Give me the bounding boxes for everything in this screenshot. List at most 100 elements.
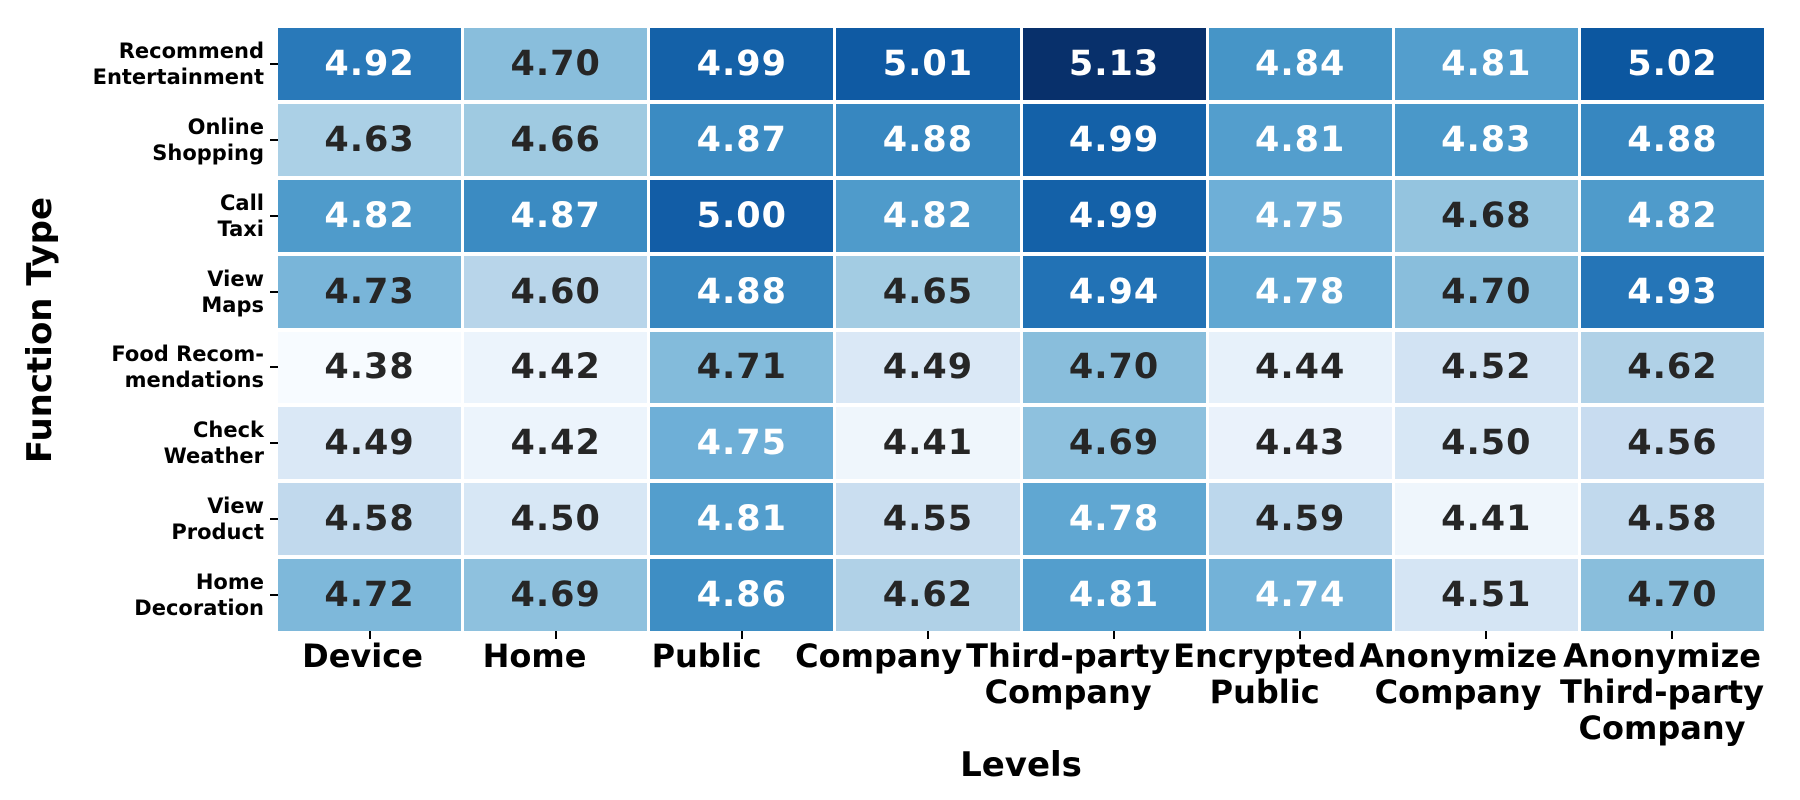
heatmap-cell: 4.38 xyxy=(278,331,462,404)
cell-value: 4.75 xyxy=(1255,195,1346,236)
y-tick-label: Call Taxi xyxy=(0,180,264,252)
cell-value: 4.66 xyxy=(510,119,601,160)
y-tick-label-line: View xyxy=(207,494,264,519)
cell-value: 4.42 xyxy=(510,347,601,388)
heatmap-cell: 4.75 xyxy=(650,407,834,480)
y-tick-mark xyxy=(270,442,278,445)
heatmap-cell: 4.81 xyxy=(1394,28,1578,100)
cell-value: 4.68 xyxy=(1441,195,1532,236)
x-tick-label: Company xyxy=(794,638,963,746)
heatmap-cell: 4.94 xyxy=(1022,255,1206,328)
cell-value: 4.59 xyxy=(1255,499,1346,540)
x-tick-label-line: Public xyxy=(651,637,762,675)
heatmap-cell: 4.70 xyxy=(1394,255,1578,328)
cell-value: 4.49 xyxy=(324,423,415,464)
y-tick-labels: Recommend Entertainment Online Shopping Call… xyxy=(0,28,264,631)
x-tick-slot xyxy=(1581,631,1764,640)
y-tick-label-line: Taxi xyxy=(217,216,264,241)
x-axis-label: Levels xyxy=(960,745,1082,785)
heatmap-cell: 4.88 xyxy=(1580,103,1764,176)
cell-value: 4.58 xyxy=(1627,499,1718,540)
cell-value: 4.52 xyxy=(1441,347,1532,388)
heatmap-cell: 4.87 xyxy=(650,103,834,176)
x-tick-label: Encrypted Public xyxy=(1173,638,1356,746)
x-tick-slot xyxy=(464,631,647,640)
cell-value: 4.69 xyxy=(1068,423,1160,464)
heatmap-cell: 4.50 xyxy=(464,483,648,556)
cell-value: 4.63 xyxy=(324,119,415,160)
heatmap-cell: 4.41 xyxy=(836,407,1020,480)
heatmap-cell: 4.43 xyxy=(1208,407,1392,480)
cell-value: 4.88 xyxy=(882,119,974,160)
x-tick-mark xyxy=(368,631,371,639)
heatmap-cell: 4.84 xyxy=(1208,28,1392,100)
heatmap-cell: 4.50 xyxy=(1394,407,1578,480)
x-tick-label-line: Company xyxy=(1374,673,1542,711)
x-tick-label-line: Company xyxy=(1578,709,1746,747)
heatmap-cell: 4.82 xyxy=(1580,179,1764,252)
cell-value: 4.44 xyxy=(1255,347,1346,388)
y-tick-mark xyxy=(270,138,278,141)
x-tick-slot xyxy=(1395,631,1578,640)
heatmap-cell: 4.86 xyxy=(650,559,834,631)
heatmap-cell: 4.63 xyxy=(278,103,462,176)
heatmap-cell: 4.70 xyxy=(1022,331,1206,404)
y-tick-slot xyxy=(268,559,278,631)
x-tick-label-line: Company xyxy=(795,637,963,675)
cell-value: 4.99 xyxy=(1068,195,1160,236)
heatmap-cell: 4.78 xyxy=(1208,255,1392,328)
y-tick-slot xyxy=(268,256,278,328)
heatmap-cell: 4.69 xyxy=(464,559,648,631)
heatmap-cell: 4.68 xyxy=(1394,179,1578,252)
y-tick-slot xyxy=(268,483,278,555)
heatmap-cell: 4.92 xyxy=(278,28,462,100)
heatmap-cell: 4.99 xyxy=(650,28,834,100)
y-tick-slot xyxy=(268,180,278,252)
cell-value: 4.41 xyxy=(882,423,974,464)
y-tick-label-line: Shopping xyxy=(152,140,264,165)
cell-value: 4.81 xyxy=(1068,575,1160,616)
cell-value: 4.62 xyxy=(882,575,974,616)
x-tick-slot xyxy=(836,631,1019,640)
cell-value: 4.78 xyxy=(1255,271,1346,312)
cell-value: 4.62 xyxy=(1627,347,1718,388)
y-tick-label-line: Online xyxy=(187,114,264,139)
heatmap-cell: 4.44 xyxy=(1208,331,1392,404)
y-tick-label: View Product xyxy=(0,483,264,555)
cell-value: 4.88 xyxy=(696,271,787,312)
cell-value: 4.42 xyxy=(510,423,601,464)
y-tick-label-line: Home xyxy=(195,570,264,595)
x-tick-slot xyxy=(1209,631,1392,640)
x-tick-slot xyxy=(278,631,461,640)
x-tick-label-line: Device xyxy=(302,637,423,675)
cell-value: 5.00 xyxy=(696,195,787,236)
cell-value: 4.73 xyxy=(324,271,415,312)
cell-value: 4.94 xyxy=(1068,271,1160,312)
heatmap-cell: 4.42 xyxy=(464,407,648,480)
cell-value: 4.92 xyxy=(324,43,415,84)
y-tick-label: Food Recom-mendations xyxy=(0,332,264,404)
y-tick-label: Check Weather xyxy=(0,407,264,479)
cell-value: 4.70 xyxy=(1627,575,1718,616)
y-tick-slot xyxy=(268,407,278,479)
x-tick-mark xyxy=(1299,631,1302,639)
y-tick-label: View Maps xyxy=(0,256,264,328)
heatmap-cell: 4.62 xyxy=(1580,331,1764,404)
x-tick-mark xyxy=(1671,631,1674,639)
cell-value: 4.82 xyxy=(324,195,415,236)
y-tick-label-line: Check xyxy=(192,418,264,443)
heatmap-cell: 4.74 xyxy=(1208,559,1392,631)
heatmap-cell: 5.02 xyxy=(1580,28,1764,100)
heatmap-cell: 4.59 xyxy=(1208,483,1392,556)
heatmap-cell: 5.13 xyxy=(1022,28,1206,100)
cell-value: 4.75 xyxy=(696,423,787,464)
x-tick-label-line: Encrypted xyxy=(1173,637,1357,675)
cell-value: 4.82 xyxy=(882,195,974,236)
y-tick-slot xyxy=(268,332,278,404)
cell-value: 4.72 xyxy=(324,575,415,616)
heatmap-cell: 4.99 xyxy=(1022,179,1206,252)
heatmap-cell: 4.82 xyxy=(836,179,1020,252)
heatmap-cell: 4.58 xyxy=(1580,483,1764,556)
y-tick-label-line: Weather xyxy=(163,444,264,469)
cell-value: 4.81 xyxy=(1441,43,1532,84)
